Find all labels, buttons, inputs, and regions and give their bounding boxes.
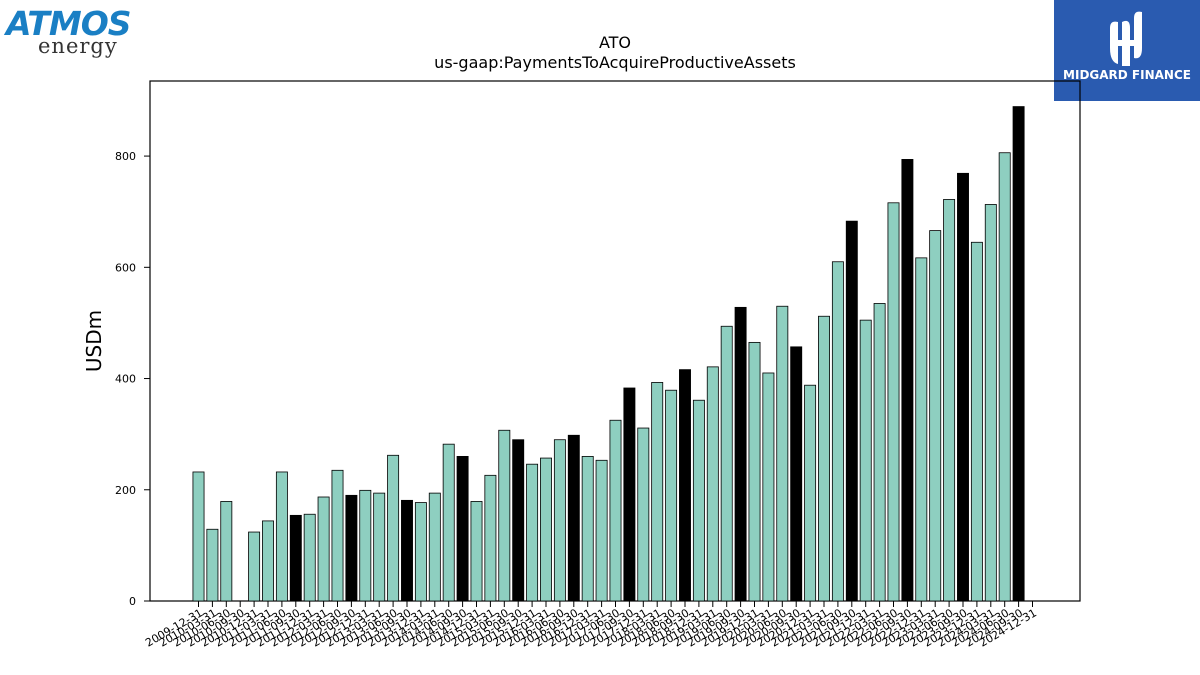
bar-2021-09-30	[845, 220, 858, 602]
bar-2021-03-31	[818, 315, 830, 602]
bar-2018-06-30	[665, 389, 678, 602]
bar-2016-09-30	[567, 434, 580, 602]
bar-2013-09-30	[401, 499, 413, 602]
y-tick-label: 200	[115, 484, 136, 497]
bar-2014-06-30	[442, 443, 455, 602]
bar-2017-03-31	[595, 459, 608, 602]
y-tick-label: 600	[115, 261, 136, 274]
bar-2016-03-31	[540, 457, 552, 602]
bar-2014-12-31	[470, 501, 483, 602]
bar-2020-09-30	[790, 346, 803, 602]
y-axis-label: USDm	[82, 310, 106, 372]
bar-2015-12-31	[526, 463, 539, 602]
bar-2010-06-30	[220, 501, 233, 602]
bar-2012-03-31	[317, 496, 330, 602]
bar-2018-03-31	[651, 382, 664, 602]
bar-2024-09-30	[1012, 106, 1025, 602]
bar-2011-06-30	[275, 471, 288, 602]
bar-2016-06-30	[553, 439, 566, 602]
bar-2013-03-31	[373, 492, 386, 602]
bar-2019-06-30	[720, 325, 733, 602]
bar-2017-12-31	[637, 427, 650, 602]
bar-2014-03-31	[428, 492, 441, 602]
chart-title: ATO	[599, 33, 631, 52]
atmos-logo-subword: energy	[38, 34, 118, 58]
bar-2011-12-31	[303, 513, 316, 602]
bar-2010-03-31	[206, 528, 219, 602]
midgard-mark-icon	[1110, 11, 1142, 66]
midgard-logo-text: MIDGARD FINANCE	[1063, 68, 1191, 82]
bar-2013-06-30	[387, 454, 400, 602]
x-axis: 2009-12-312010-03-312010-06-302010-09-30…	[143, 601, 1039, 650]
bar-2010-12-31	[248, 531, 261, 602]
bar-2021-12-31	[859, 319, 872, 602]
bar-2016-12-31	[581, 455, 594, 602]
bar-2011-03-31	[262, 520, 274, 602]
bar-2015-09-30	[512, 439, 525, 602]
bar-2009-12-31	[192, 471, 205, 602]
y-axis: 0 200 400 600 800	[115, 150, 150, 608]
bar-2019-12-31	[748, 341, 761, 602]
bar-2022-09-30	[901, 159, 914, 602]
y-tick-label: 800	[115, 150, 136, 163]
bar-2017-09-30	[623, 387, 636, 602]
atmos-logo-word: ATMOS	[6, 4, 132, 43]
bar-2023-12-31	[970, 241, 983, 602]
bar-2014-09-30	[456, 455, 469, 602]
bar-2017-06-30	[609, 419, 622, 602]
bar-2020-03-31	[762, 372, 775, 602]
bar-2023-09-30	[957, 172, 969, 602]
bar-2012-12-31	[359, 489, 372, 602]
y-tick-label: 0	[129, 595, 136, 608]
bar-2022-12-31	[915, 257, 928, 602]
bar-2023-03-31	[929, 230, 942, 602]
bars-group	[192, 106, 1025, 602]
bar-2019-09-30	[734, 306, 747, 602]
bar-2015-06-30	[498, 429, 511, 602]
bar-2024-06-30	[998, 152, 1011, 602]
bar-2015-03-31	[484, 474, 497, 602]
atmos-energy-logo: ATMOS energy	[4, 4, 132, 62]
bar-2022-06-30	[887, 202, 900, 602]
bar-2018-12-31	[692, 399, 705, 602]
y-tick-label: 400	[115, 373, 136, 386]
bar-2011-09-30	[289, 514, 302, 602]
bar-2021-06-30	[831, 261, 844, 602]
bar-2023-06-30	[943, 199, 956, 602]
chart-subtitle: us-gaap:PaymentsToAcquireProductiveAsset…	[434, 53, 796, 72]
bar-2024-03-31	[984, 204, 997, 602]
bar-2020-06-30	[776, 305, 789, 602]
bar-2013-12-31	[414, 502, 427, 602]
bar-2019-03-31	[706, 366, 719, 602]
bar-2012-09-30	[345, 494, 358, 602]
bar-2020-12-31	[804, 384, 817, 602]
bar-2022-03-31	[873, 303, 886, 602]
bar-2012-06-30	[331, 469, 344, 602]
bar-2018-09-30	[679, 369, 691, 602]
midgard-finance-logo: MIDGARD FINANCE	[1054, 0, 1200, 101]
